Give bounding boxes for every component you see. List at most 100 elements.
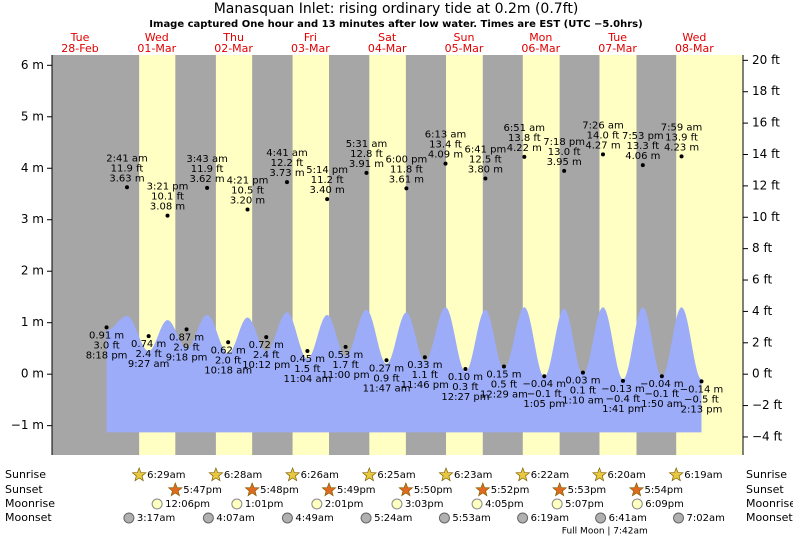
tide-area <box>106 307 702 433</box>
chart-title: Manasquan Inlet: rising ordinary tide at… <box>214 1 579 17</box>
y2-tick-label: 2 ft <box>752 335 772 349</box>
chart-subtitle: Image captured One hour and 13 minutes a… <box>149 19 642 30</box>
moonset-icon <box>438 512 450 524</box>
moonrise-icon <box>151 498 163 510</box>
tide-label: 0.53 m <box>328 350 363 361</box>
tide-label: 3.95 m <box>547 157 582 168</box>
moonset-icon <box>202 512 214 524</box>
sunrise-time: 6:29am <box>147 470 185 481</box>
day-date: 02-Mar <box>214 42 253 55</box>
tide-label: −0.5 ft <box>684 394 719 405</box>
tide-label: −0.4 ft <box>606 394 641 405</box>
moonset-icon <box>123 512 135 524</box>
tide-point <box>165 213 170 218</box>
moonrise-icon <box>391 498 403 510</box>
tide-label: 13.0 ft <box>548 147 581 158</box>
row-label: Moonset <box>5 511 52 524</box>
day-weekday: Mon <box>529 31 552 44</box>
tide-label: 4.27 m <box>585 140 620 151</box>
tide-point <box>305 349 310 354</box>
moonset-time: 3:17am <box>137 513 175 524</box>
y-tick-label: 1 m <box>21 315 44 329</box>
tide-label: 5:14 pm <box>306 165 348 176</box>
tide-point <box>264 335 269 340</box>
tide-point <box>343 344 348 349</box>
day-weekday: Wed <box>145 31 169 44</box>
tide-point <box>659 374 664 379</box>
tide-label: 10:12 pm <box>242 360 290 371</box>
tide-point <box>404 186 409 191</box>
sunrise-time: 6:20am <box>607 470 645 481</box>
day-weekday: Tue <box>70 31 90 44</box>
y2-tick-label: 0 ft <box>752 367 772 381</box>
moonrise-time: 1:01pm <box>245 499 284 510</box>
tide-label: 12.5 ft <box>469 155 502 166</box>
sunset-time: 5:47pm <box>183 485 222 496</box>
row-label: Sunset <box>746 483 784 496</box>
tide-point <box>522 154 527 159</box>
tide-label: 2.4 ft <box>253 350 279 361</box>
y2-tick-label: 16 ft <box>752 116 780 130</box>
tide-label: 3:43 am <box>186 154 228 165</box>
day-date: 28-Feb <box>61 42 98 55</box>
sunrise-icon <box>668 467 684 482</box>
tide-label: 3.61 m <box>389 174 424 185</box>
tide-label: 4:41 am <box>266 148 308 159</box>
tide-point <box>640 163 645 168</box>
y-tick-label: 2 m <box>21 264 44 278</box>
tide-label: 1.5 ft <box>294 364 320 375</box>
tide-label: 1.1 ft <box>412 370 438 381</box>
tide-label: −0.04 m <box>640 379 684 390</box>
tide-label: −0.1 ft <box>527 389 562 400</box>
tide-label: 0.33 m <box>407 360 442 371</box>
y2-tick-label: 10 ft <box>752 210 780 224</box>
moonset-icon <box>360 512 372 524</box>
tide-label: 4.23 m <box>664 142 699 153</box>
sunrise-time: 6:23am <box>454 470 492 481</box>
moonrise-icon <box>631 498 643 510</box>
tide-label: 0.27 m <box>369 363 404 374</box>
tide-label: 7:53 pm <box>622 131 664 142</box>
tide-label: −0.13 m <box>601 384 645 395</box>
tide-label: 6:00 pm <box>386 154 428 165</box>
y-tick-label: 0 m <box>21 367 44 381</box>
day-weekday: Fri <box>304 31 317 44</box>
row-label: Moonrise <box>5 497 55 510</box>
moonrise-time: 4:05pm <box>485 499 524 510</box>
sunrise-time: 6:26am <box>301 470 339 481</box>
tide-point <box>679 154 684 159</box>
moonset-icon <box>517 512 529 524</box>
tide-point <box>364 170 369 175</box>
sunrise-icon <box>438 467 454 482</box>
tide-point <box>580 370 585 375</box>
tide-label: 2:13 pm <box>681 404 723 415</box>
tide-label: 13.4 ft <box>429 140 462 151</box>
sunset-icon <box>398 482 414 497</box>
tide-label: 0.15 m <box>486 369 521 380</box>
tide-label: 1:41 pm <box>602 404 644 415</box>
tide-label: 3.08 m <box>150 202 185 213</box>
tide-label: 3.20 m <box>230 195 265 206</box>
tide-label: 0.9 ft <box>373 373 399 384</box>
y-tick-label: 5 m <box>21 109 44 123</box>
day-date: 05-Mar <box>445 42 484 55</box>
tide-label: −0.04 m <box>522 379 566 390</box>
tide-label: 11.9 ft <box>191 164 224 175</box>
sunset-icon <box>552 482 568 497</box>
tide-point <box>443 161 448 166</box>
row-label: Sunrise <box>746 468 787 481</box>
tide-label: 3.63 m <box>109 173 144 184</box>
tide-label: 7:18 pm <box>543 137 585 148</box>
tide-label: 3.40 m <box>310 185 345 196</box>
y2-tick-label: −4 ft <box>752 429 783 443</box>
tide-label: 0.74 m <box>131 339 166 350</box>
y2-tick-label: 18 ft <box>752 84 780 98</box>
moonset-time: 5:24am <box>374 513 412 524</box>
tide-label: 3.80 m <box>468 165 503 176</box>
tide-label: 5:31 am <box>346 139 388 150</box>
tide-label: 12.8 ft <box>350 149 383 160</box>
moonset-icon <box>595 512 607 524</box>
sunset-icon <box>321 482 337 497</box>
tide-label: 14.0 ft <box>587 130 620 141</box>
